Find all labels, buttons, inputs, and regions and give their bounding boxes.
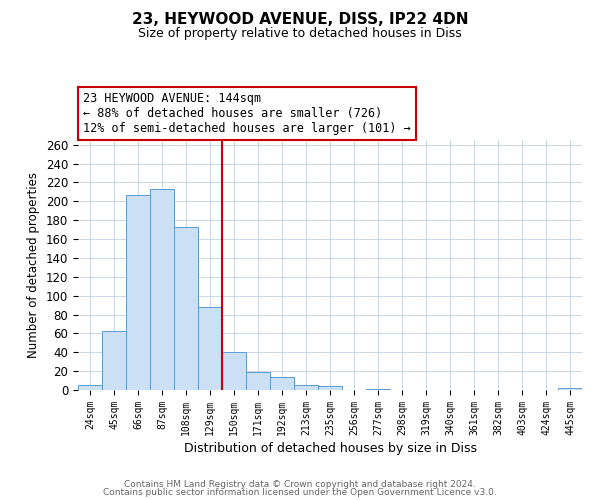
Text: Size of property relative to detached houses in Diss: Size of property relative to detached ho… <box>138 28 462 40</box>
Bar <box>222 352 246 390</box>
Bar <box>366 389 390 390</box>
Bar <box>558 388 582 390</box>
Y-axis label: Number of detached properties: Number of detached properties <box>28 172 40 358</box>
Bar <box>270 377 294 390</box>
Bar <box>126 194 150 390</box>
Text: Contains HM Land Registry data © Crown copyright and database right 2024.: Contains HM Land Registry data © Crown c… <box>124 480 476 489</box>
Bar <box>102 330 126 390</box>
Bar <box>174 227 198 390</box>
Bar <box>294 386 318 390</box>
X-axis label: Distribution of detached houses by size in Diss: Distribution of detached houses by size … <box>184 442 476 455</box>
Text: 23 HEYWOOD AVENUE: 144sqm
← 88% of detached houses are smaller (726)
12% of semi: 23 HEYWOOD AVENUE: 144sqm ← 88% of detac… <box>83 92 411 135</box>
Text: 23, HEYWOOD AVENUE, DISS, IP22 4DN: 23, HEYWOOD AVENUE, DISS, IP22 4DN <box>132 12 468 28</box>
Bar <box>78 386 102 390</box>
Bar <box>318 386 342 390</box>
Bar <box>246 372 270 390</box>
Text: Contains public sector information licensed under the Open Government Licence v3: Contains public sector information licen… <box>103 488 497 497</box>
Bar <box>150 189 174 390</box>
Bar <box>198 307 222 390</box>
